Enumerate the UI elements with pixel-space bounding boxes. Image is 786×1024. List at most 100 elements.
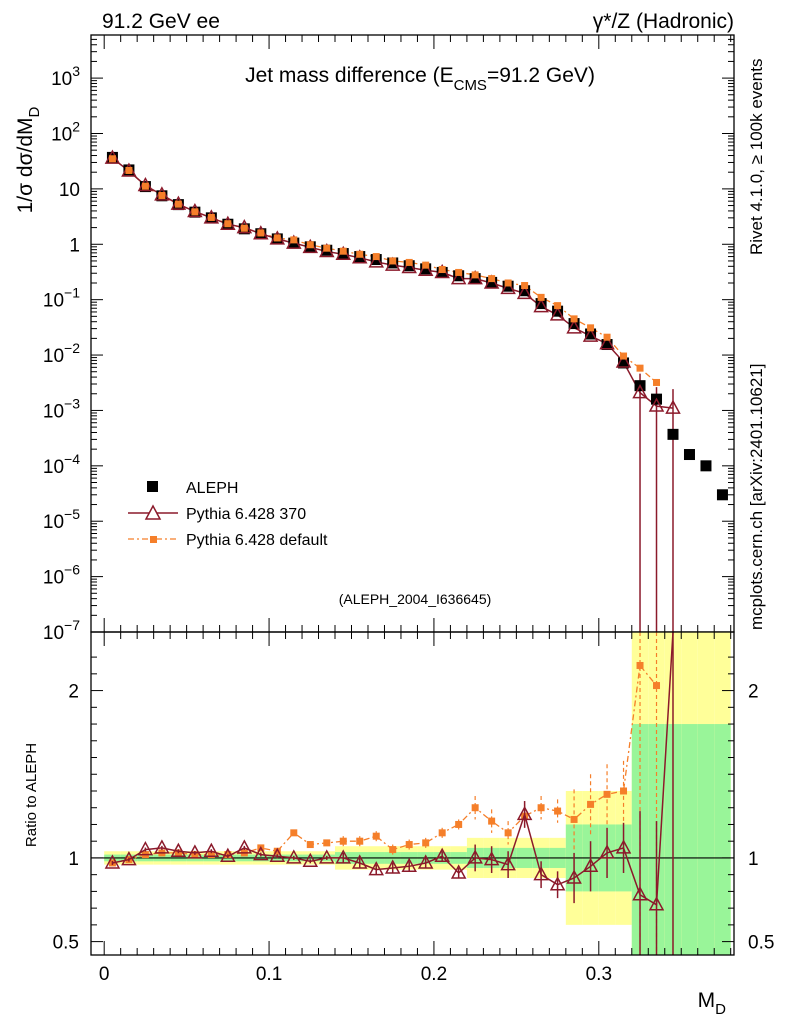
pythia-370-point — [648, 397, 665, 412]
ratio-pythia-370-point — [269, 847, 286, 863]
pythia-default-point — [306, 241, 314, 249]
pythia-370-point — [549, 306, 566, 321]
ratio-pythia-370-point — [483, 851, 500, 866]
pythia-default-point — [620, 352, 628, 360]
aleph-point — [585, 328, 597, 340]
pythia-default-point — [356, 250, 364, 258]
pythia-default-point — [504, 279, 512, 287]
ratio-pythia-370-point — [434, 847, 450, 863]
aleph-point — [618, 357, 630, 369]
y-tick-label: 10 — [59, 180, 80, 201]
pythia-default-point — [554, 302, 562, 310]
pythia-default-point — [125, 166, 133, 174]
main-data-series — [104, 149, 728, 632]
aleph-point — [568, 318, 580, 330]
ratio-pythia-370-point — [632, 886, 648, 901]
ratio-y-tick-label-right: 0.5 — [748, 933, 774, 954]
ylabel-main: 1/σ dσ/dM — [14, 117, 37, 213]
ratio-pythia-370-point — [187, 844, 203, 859]
ratio-pythia-370-point — [253, 846, 269, 861]
x-axis-label: MD — [698, 989, 727, 1018]
ratio-data-series — [104, 631, 674, 955]
ratio-pythia-default-point — [372, 832, 380, 840]
pythia-370-point — [401, 258, 417, 274]
pythia-370-point — [417, 261, 434, 276]
watermark-analysis-id: (ALEPH_2004_I636645) — [339, 591, 492, 607]
ratio-pythia-370-point — [220, 847, 236, 863]
pythia-370-point — [632, 384, 648, 399]
pythia-default-point — [224, 220, 232, 228]
ratio-pythia-370-point — [137, 840, 154, 856]
header-process-label: γ*/Z (Hadronic) — [593, 10, 734, 33]
aleph-point — [601, 339, 613, 351]
y-tick-label: 10−7 — [43, 617, 80, 644]
pythia-370-point — [599, 335, 615, 350]
pythia-default-point — [389, 257, 397, 265]
ratio-pythia-default-point — [554, 807, 562, 815]
pythia-370-point — [615, 353, 632, 368]
aleph-point — [420, 263, 432, 275]
pythia-default-point — [570, 315, 578, 323]
ratio-pythia-default-point — [504, 829, 512, 837]
pythia-370-point — [533, 298, 549, 313]
pythia-default-point — [455, 268, 463, 276]
pythia-default-point — [471, 271, 479, 279]
pythia-370-point — [368, 253, 384, 268]
y-tick-label: 10−5 — [43, 506, 80, 533]
y-tick-label: 10−2 — [43, 340, 80, 367]
ratio-pythia-370-point — [648, 896, 665, 911]
ratio-pythia-370-point — [104, 854, 121, 869]
pythia-370-point — [500, 279, 516, 295]
ratio-pythia-370-point — [549, 876, 566, 891]
ratio-y-tick-label: 2 — [68, 682, 79, 703]
ratio-pythia-370-point — [203, 842, 220, 857]
y-tick-label: 1 — [69, 235, 80, 256]
ylabel-sub: D — [26, 106, 43, 117]
ratio-pythia-default-point — [488, 817, 496, 825]
ratio-y-tick-label-right: 2 — [748, 682, 759, 703]
aleph-point — [552, 305, 564, 317]
ratio-pythia-370-point — [368, 861, 384, 876]
ratio-tick-labels: 2 2 1 1 0.5 0.5 0 0.1 0.2 0.3 — [53, 682, 775, 985]
aleph-point — [535, 298, 547, 310]
x-tick-label: 0.1 — [256, 964, 282, 985]
ratio-pythia-370-point — [236, 839, 253, 854]
pythia-default-line — [112, 158, 657, 383]
y-tick-label: 10−6 — [43, 562, 80, 589]
pythia-370-line — [111, 157, 674, 409]
ratio-pythia-default-point — [356, 837, 364, 845]
aleph-point — [667, 428, 679, 440]
y-tick-label: 10−3 — [43, 395, 80, 422]
ratio-panel: 2 2 1 1 0.5 0.5 0 0.1 0.2 0.3 Ratio to ALEPH MD — [23, 631, 775, 1018]
aleph-point — [519, 285, 531, 297]
ratio-pythia-default-point — [306, 841, 314, 849]
pythia-default-point — [438, 266, 446, 274]
pythia-default-point — [273, 234, 281, 242]
ratio-pythia-370-point — [335, 849, 352, 864]
ratio-y-tick-label: 1 — [68, 849, 79, 870]
legend-marker-pythia-370 — [144, 504, 162, 520]
ratio-pythia-default-point — [290, 829, 298, 837]
ratio-pythia-default-point — [207, 851, 215, 859]
ratio-pythia-370-point — [121, 851, 137, 866]
x-tick-label: 0 — [99, 964, 110, 985]
ratio-uncertainty-bands — [91, 632, 734, 955]
pythia-default-point — [339, 247, 347, 255]
ratio-y-tick-label-right: 1 — [748, 849, 759, 870]
ratio-pythia-370-point — [615, 839, 632, 854]
pythia-default-point — [488, 275, 496, 283]
main-title: Jet mass difference (ECMS=91.2 GeV) — [245, 64, 595, 94]
band-green — [714, 724, 731, 955]
aleph-point — [469, 273, 481, 285]
header-energy-label: 91.2 GeV ee — [102, 10, 220, 33]
pythia-default-point — [290, 236, 298, 244]
legend-entry-pythia-370: Pythia 6.428 370 — [128, 504, 306, 523]
ratio-frame — [90, 631, 735, 956]
title-main: Jet mass difference (E — [245, 64, 454, 87]
pythia-370-point — [665, 399, 681, 414]
aleph-point — [683, 449, 695, 461]
legend-label-pythia-default: Pythia 6.428 default — [186, 532, 328, 549]
pythia-370-point — [566, 319, 582, 334]
xlabel-main: M — [698, 989, 716, 1012]
